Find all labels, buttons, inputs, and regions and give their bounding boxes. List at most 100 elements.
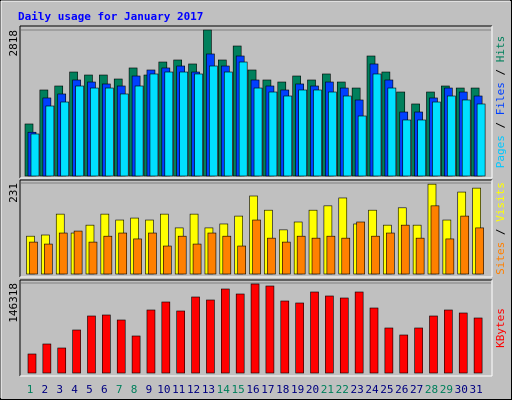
bar (475, 227, 484, 275)
x-tick-label: 13 (202, 383, 215, 396)
bar (194, 73, 203, 177)
bar (87, 315, 96, 374)
bar (283, 95, 293, 177)
bar (384, 327, 394, 374)
bar (72, 329, 81, 374)
bar (57, 347, 67, 374)
bar (88, 241, 98, 275)
chart-title: Daily usage for January 2017 (18, 10, 203, 23)
bar (118, 232, 128, 275)
bar (163, 245, 172, 275)
bar (268, 91, 278, 177)
bar (131, 335, 141, 374)
bar (161, 301, 171, 374)
x-tick-label: 7 (116, 383, 123, 396)
bar (458, 312, 468, 374)
bar (250, 283, 260, 374)
bar (253, 87, 263, 177)
bar (402, 119, 412, 177)
x-tick-label: 28 (425, 383, 438, 396)
x-tick-label: 11 (172, 383, 185, 396)
bar (281, 241, 291, 275)
bar (90, 87, 99, 177)
x-tick-label: 12 (187, 383, 200, 396)
bar (445, 238, 455, 275)
bar (209, 65, 218, 177)
bar (444, 309, 453, 374)
bar (179, 71, 188, 177)
bar (387, 87, 397, 177)
bar (430, 205, 440, 275)
legend-separator: / (494, 222, 507, 242)
bar (192, 243, 202, 275)
x-tick-label: 24 (365, 383, 379, 396)
x-tick-label: 20 (306, 383, 319, 396)
x-tick-label: 25 (380, 383, 393, 396)
bar (371, 235, 380, 275)
bar (207, 232, 217, 275)
bar (341, 237, 351, 275)
bar (417, 119, 426, 177)
x-tick-label: 15 (232, 383, 245, 396)
x-tick-label: 18 (276, 383, 289, 396)
bar (75, 85, 84, 177)
x-tick-label: 22 (336, 383, 349, 396)
bar (461, 99, 471, 177)
y-tick-label: 2818 (7, 30, 20, 57)
bar (473, 317, 483, 374)
bar (73, 230, 83, 275)
bar (116, 319, 126, 374)
bar (134, 85, 144, 177)
bar (252, 219, 261, 275)
bar (30, 133, 40, 177)
x-tick-label: 3 (56, 383, 63, 396)
bar (237, 245, 246, 275)
bar (339, 297, 349, 374)
x-tick-label: 1 (27, 383, 34, 396)
legend-entry: Pages (494, 135, 507, 168)
x-tick-label: 21 (321, 383, 334, 396)
bar (105, 87, 114, 177)
bar (399, 334, 409, 374)
bar (280, 300, 290, 374)
bar (191, 296, 200, 374)
x-tick-label: 6 (101, 383, 108, 396)
x-tick-label: 30 (455, 383, 468, 396)
bar (119, 93, 129, 177)
bar (328, 91, 337, 177)
bar (447, 95, 456, 177)
bar (60, 101, 70, 177)
bar (42, 343, 52, 374)
x-tick-label: 26 (395, 383, 408, 396)
bar (148, 232, 157, 275)
bar (164, 71, 174, 177)
bar (354, 291, 364, 374)
x-tick-label: 9 (146, 383, 153, 396)
bar (238, 61, 248, 177)
bar (310, 291, 319, 374)
bar (149, 73, 159, 177)
bar (102, 314, 111, 374)
legend-separator: / (494, 62, 507, 82)
x-tick-label: 29 (440, 383, 453, 396)
bar (476, 103, 486, 177)
bar (235, 293, 245, 374)
bar (133, 238, 142, 275)
legend-entry: Visits (494, 182, 507, 222)
x-tick-label: 19 (291, 383, 304, 396)
legend-separator: / (494, 115, 507, 135)
bar (432, 101, 441, 177)
bar (177, 235, 187, 275)
bar (222, 235, 232, 275)
x-tick-label: 27 (410, 383, 423, 396)
bar (298, 89, 307, 177)
bar (460, 215, 470, 275)
bar (429, 315, 438, 374)
bar (58, 232, 68, 275)
legend: Sites / Visits (494, 182, 507, 275)
legend: KBytes (494, 308, 507, 348)
x-tick-label: 14 (217, 383, 231, 396)
bar (146, 309, 156, 374)
bar (357, 115, 367, 177)
x-tick-label: 17 (261, 383, 274, 396)
